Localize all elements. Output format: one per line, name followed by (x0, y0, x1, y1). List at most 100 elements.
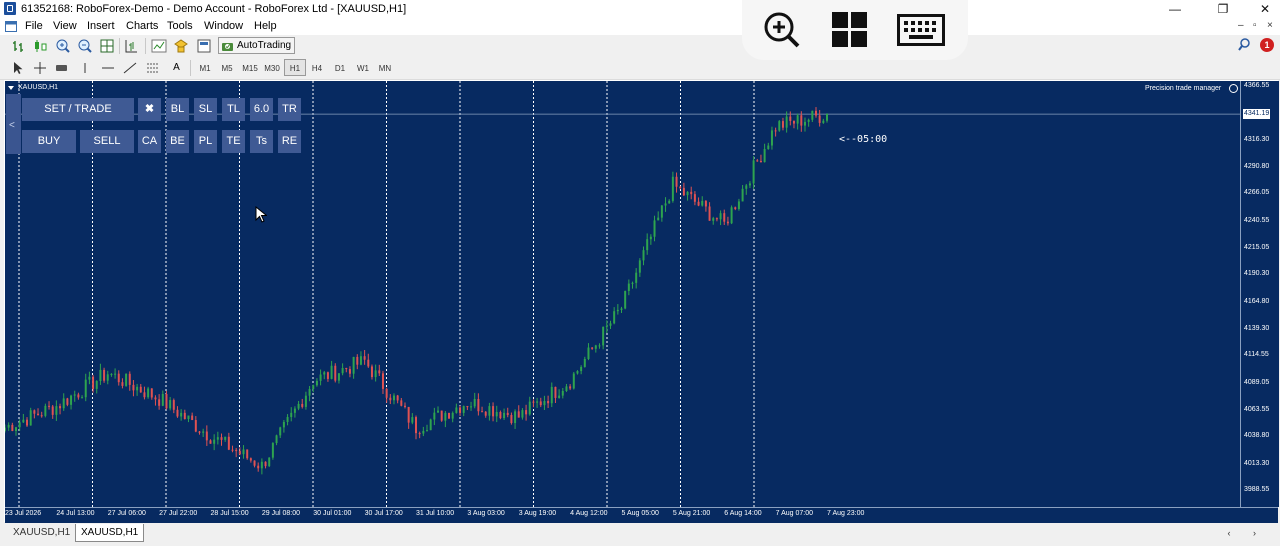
chart-window-icon[interactable] (5, 21, 17, 32)
candle-body (315, 380, 318, 386)
price-tick-label: 4290.80 (1244, 162, 1270, 170)
tf-m5[interactable]: M5 (221, 64, 233, 73)
crosshair-icon[interactable] (32, 60, 49, 76)
chart-shift-icon[interactable] (123, 38, 140, 54)
price-axis[interactable]: 4366.55 4341.19 4316.30 4290.80 4266.05 4240.… (1240, 81, 1279, 507)
tf-d1[interactable]: D1 (334, 64, 346, 73)
chart-tab-active[interactable]: XAUUSD,H1 (75, 524, 145, 542)
candle-body (506, 412, 509, 416)
tf-mn[interactable]: MN (378, 64, 392, 73)
candle-body (609, 323, 612, 326)
candle-body (227, 436, 230, 450)
collapse-arrow-icon[interactable]: < (9, 120, 15, 131)
templates-icon[interactable] (196, 38, 213, 54)
indicators-icon[interactable] (151, 38, 168, 54)
time-axis[interactable]: 23 Jul 2026 24 Jul 13:00 27 Jul 06:00 27 Ju… (5, 507, 1278, 523)
zoom-in-icon[interactable] (762, 10, 802, 50)
candle-body (304, 395, 307, 407)
menu-tools[interactable]: Tools (167, 20, 193, 32)
candle-body (359, 356, 362, 365)
mdi-close-button[interactable]: × (1267, 20, 1273, 31)
tr-button[interactable]: TR (278, 98, 301, 121)
time-tick-label: 23 Jul 2026 (5, 510, 42, 517)
candle-body (231, 449, 234, 451)
pl-button[interactable]: PL (194, 130, 217, 153)
tf-m15[interactable]: M15 (242, 64, 258, 73)
candle-body (433, 412, 436, 420)
tl-button[interactable]: TL (222, 98, 245, 121)
cursor-icon[interactable] (9, 60, 26, 76)
set-trade-button[interactable]: SET / TRADE (22, 98, 134, 121)
sell-button[interactable]: SELL (80, 130, 134, 153)
menu-window[interactable]: Window (204, 20, 244, 32)
candle-body (532, 401, 535, 403)
candle-body (814, 110, 817, 116)
channel-icon[interactable] (145, 60, 162, 76)
tf-m1[interactable]: M1 (199, 64, 211, 73)
be-button[interactable]: BE (166, 130, 189, 153)
candle-body (635, 272, 638, 283)
candle-body (745, 185, 748, 189)
tf-h1[interactable]: H1 (284, 59, 306, 76)
data-window-icon[interactable] (54, 60, 71, 76)
tf-h4[interactable]: H4 (311, 64, 323, 73)
minimize-button[interactable]: — (1169, 2, 1181, 16)
bar-chart-icon[interactable] (11, 38, 28, 54)
candle-body (737, 201, 740, 209)
chart-plot-area[interactable] (5, 81, 1240, 507)
vertical-line-icon[interactable] (77, 60, 94, 76)
tf-m30[interactable]: M30 (264, 64, 280, 73)
ca-button[interactable]: CA (138, 130, 161, 153)
price-tick-label: 4215.05 (1244, 243, 1270, 251)
candle-body (238, 451, 241, 455)
autotrading-button[interactable]: AutoTrading (218, 37, 295, 54)
tile-windows-icon[interactable] (99, 38, 116, 54)
tf-w1[interactable]: W1 (357, 64, 369, 73)
trade-panel-handle[interactable] (6, 94, 21, 154)
chart-tab[interactable]: XAUUSD,H1 (13, 527, 71, 538)
price-chart[interactable] (5, 81, 1240, 507)
mdi-restore-button[interactable]: ▫ (1253, 20, 1257, 31)
candlestick-chart-icon[interactable] (32, 38, 49, 54)
time-tick-label: 29 Jul 08:00 (261, 510, 301, 517)
zoom-in-icon[interactable] (55, 38, 72, 54)
mdi-minimize-button[interactable]: – (1238, 20, 1244, 31)
menu-file[interactable]: File (25, 20, 43, 32)
zoom-out-icon[interactable] (77, 38, 94, 54)
candle-body (66, 398, 69, 405)
ts-button[interactable]: Ts (250, 130, 273, 153)
menu-insert[interactable]: Insert (87, 20, 115, 32)
close-x-button[interactable]: ✖ (138, 98, 161, 121)
menu-charts[interactable]: Charts (126, 20, 159, 32)
text-tool-button[interactable]: A (173, 62, 180, 73)
expert-advisors-icon[interactable] (173, 38, 190, 54)
candle-body (95, 381, 98, 389)
candle-body (741, 188, 744, 202)
restore-button[interactable]: ❐ (1217, 2, 1229, 16)
te-button[interactable]: TE (222, 130, 245, 153)
candle-body (426, 430, 429, 432)
title-bar: 61352168: RoboForex-Demo - Demo Account … (0, 0, 1280, 18)
lot-size-button[interactable]: 6.0 (250, 98, 273, 121)
time-tick-label: 4 Aug 12:00 (570, 510, 608, 517)
keyboard-icon[interactable] (897, 14, 945, 46)
horizontal-line-icon[interactable] (100, 60, 117, 76)
alert-badge[interactable]: 1 (1260, 38, 1274, 52)
price-tick-label: 4114.55 (1244, 351, 1269, 359)
buy-button[interactable]: BUY (22, 130, 76, 153)
bl-button[interactable]: BL (166, 98, 189, 121)
menu-help[interactable]: Help (254, 20, 277, 32)
menu-view[interactable]: View (53, 20, 77, 32)
close-button[interactable]: ✕ (1259, 2, 1271, 16)
trendline-icon[interactable] (122, 60, 139, 76)
chart-menu-icon[interactable] (8, 86, 14, 90)
sl-button[interactable]: SL (194, 98, 217, 121)
tab-scroll-arrows[interactable]: ‹ › (1227, 528, 1266, 538)
candle-body (803, 121, 806, 126)
windows-icon[interactable] (832, 12, 868, 48)
search-icon[interactable] (1238, 38, 1250, 52)
candle-body (631, 282, 634, 284)
candle-body (55, 406, 58, 415)
indicator-settings-icon[interactable] (1229, 84, 1238, 93)
re-button[interactable]: RE (278, 130, 301, 153)
